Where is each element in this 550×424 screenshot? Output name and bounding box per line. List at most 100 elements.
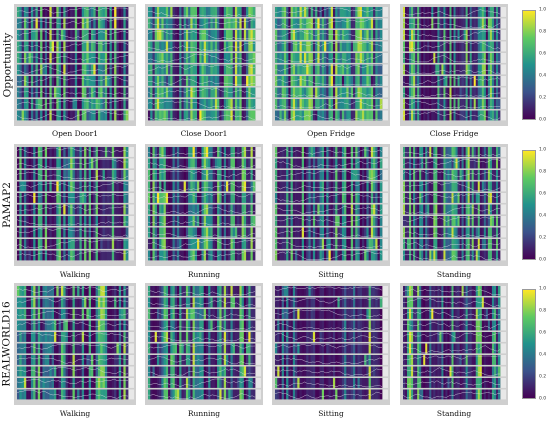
heat-cell <box>86 366 89 377</box>
heat-cell <box>234 309 238 319</box>
heat-cell <box>114 239 117 249</box>
heat-cell <box>201 30 205 40</box>
signal-trace <box>403 69 501 74</box>
heat-cell <box>319 239 323 249</box>
heat-cell <box>226 99 229 109</box>
heat-cell <box>212 158 216 169</box>
heat-cell <box>455 41 458 52</box>
heat-cell <box>40 216 43 226</box>
heat-cell <box>104 239 108 249</box>
heat-cell <box>203 30 207 40</box>
heat-cell <box>324 87 327 98</box>
heat-cell <box>348 18 352 29</box>
heat-cell <box>312 170 316 180</box>
heat-cell <box>461 18 464 29</box>
heat-cell <box>23 170 27 180</box>
heat-cell <box>433 30 436 40</box>
heat-cell <box>185 181 189 192</box>
heat-cell <box>321 250 325 261</box>
heat-cell <box>51 250 55 261</box>
heat-cell <box>37 181 41 192</box>
heat-cell <box>208 227 211 238</box>
heat-cell <box>172 378 176 388</box>
signal-trace <box>16 367 129 375</box>
heat-cell <box>481 64 485 75</box>
heat-cell <box>297 227 300 238</box>
heat-cell <box>447 41 450 52</box>
heat-cell <box>250 320 254 331</box>
heat-cell <box>40 53 43 63</box>
heat-cell <box>423 216 426 226</box>
heat-cell <box>81 239 85 249</box>
heat-cell <box>183 227 187 238</box>
heat-cell <box>188 87 191 98</box>
heat-cell <box>312 64 316 75</box>
heat-cell <box>35 64 39 75</box>
heat-cell <box>170 216 173 226</box>
heat-cell <box>23 64 27 75</box>
heat-cell <box>88 76 92 86</box>
heat-cell <box>47 297 50 308</box>
heat-cell <box>433 239 436 249</box>
heat-cell <box>148 147 151 157</box>
heat-cell <box>315 53 318 63</box>
heat-cell <box>341 181 345 192</box>
heat-cell <box>203 297 207 308</box>
heat-cell <box>423 7 426 17</box>
heat-cell <box>197 7 200 17</box>
heat-cell <box>74 227 78 238</box>
heat-cell <box>65 286 69 296</box>
heat-cell <box>312 7 316 17</box>
heat-cell <box>33 170 36 180</box>
heat-cell <box>357 30 361 40</box>
heat-cell <box>451 250 454 261</box>
heat-cell <box>156 7 160 17</box>
signal-trace <box>16 76 129 83</box>
heat-cell <box>319 18 323 29</box>
heat-cell <box>495 170 499 180</box>
heat-cell <box>279 87 282 98</box>
heat-cell <box>65 355 69 365</box>
heat-cell <box>97 297 101 308</box>
heat-cell <box>118 158 122 169</box>
heat-cell <box>47 239 50 249</box>
heat-cell <box>306 204 309 215</box>
channel-tick-strip <box>129 147 134 157</box>
heat-cell <box>81 343 85 354</box>
heat-cell <box>319 204 323 215</box>
heat-cell <box>114 64 117 75</box>
heat-cell <box>201 64 205 75</box>
heat-cell <box>33 193 36 203</box>
heat-cell <box>328 30 332 40</box>
channel-tick-strip <box>383 181 388 192</box>
heat-cell <box>241 110 245 121</box>
heat-cell <box>125 239 129 249</box>
heat-cell <box>453 99 456 109</box>
heat-cell <box>341 170 345 180</box>
heat-cell <box>421 227 424 238</box>
heat-cell <box>308 64 311 75</box>
heat-cell <box>95 343 99 354</box>
heat-cell <box>279 250 282 261</box>
channel-tick-strip <box>501 87 506 98</box>
heat-cell <box>60 64 64 75</box>
heat-cell <box>81 41 85 52</box>
heat-cell <box>447 158 450 169</box>
heat-cell <box>463 18 466 29</box>
heat-cell <box>121 297 124 308</box>
heat-cell <box>217 64 220 75</box>
heat-cell <box>326 53 329 63</box>
heat-cell <box>109 53 113 63</box>
heat-cell <box>91 64 94 75</box>
heat-cell <box>219 30 222 40</box>
heat-cell <box>366 250 369 261</box>
heat-cell <box>405 181 408 192</box>
signal-trace <box>147 193 255 199</box>
heat-cell <box>299 76 303 86</box>
heat-cell <box>125 366 129 377</box>
heat-cell <box>252 158 256 169</box>
heat-cell <box>84 250 87 261</box>
heat-cell <box>297 87 300 98</box>
heat-cell <box>88 366 92 377</box>
heatmap-panel <box>14 144 136 266</box>
